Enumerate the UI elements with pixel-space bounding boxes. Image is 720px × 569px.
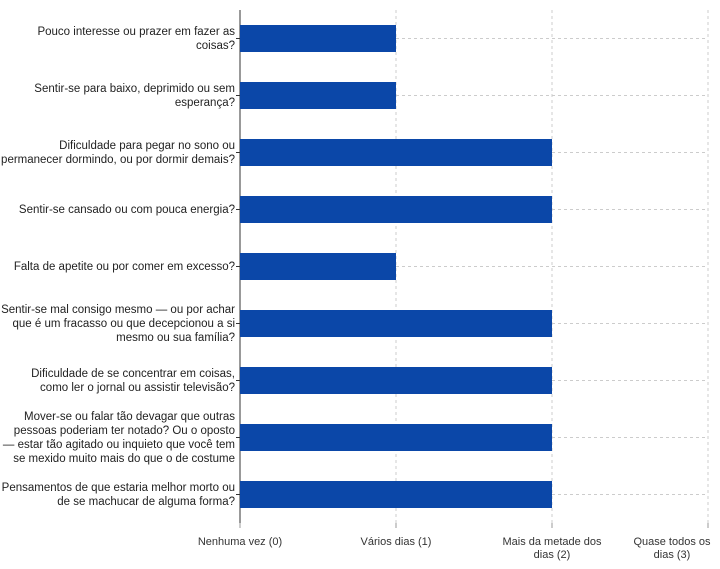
- bar: [240, 424, 552, 451]
- x-tick-label: Nenhuma vez (0): [197, 536, 283, 548]
- category-label: Falta de apetite ou por comer em excesso…: [13, 260, 235, 273]
- category-label: Sentir-se cansado ou com pouca energia?: [18, 203, 235, 216]
- bar: [240, 196, 552, 223]
- bar: [240, 481, 552, 508]
- bar: [240, 82, 396, 109]
- category-label: Pouco interesse ou prazer em fazer as co…: [37, 25, 235, 52]
- bar: [240, 253, 396, 280]
- category-label: Pensamentos de que estaria melhor morto …: [1, 481, 235, 508]
- bar: [240, 310, 552, 337]
- category-label: Sentir-se para baixo, deprimido ou sem e…: [34, 82, 235, 109]
- x-tick-label: Quase todos os dias (3): [633, 536, 711, 561]
- category-label: Dificuldade para pegar no sono ou perman…: [1, 139, 235, 166]
- x-tick-label: Vários dias (1): [360, 536, 432, 548]
- category-label: Dificuldade de se concentrar em coisas, …: [31, 367, 235, 394]
- category-label: Mover-se ou falar tão devagar que outras…: [2, 410, 235, 465]
- bar: [240, 367, 552, 394]
- bar: [240, 139, 552, 166]
- x-tick-label: Mais da metade dos dias (2): [502, 536, 602, 561]
- bar: [240, 25, 396, 52]
- category-label: Sentir-se mal consigo mesmo — ou por ach…: [1, 303, 235, 344]
